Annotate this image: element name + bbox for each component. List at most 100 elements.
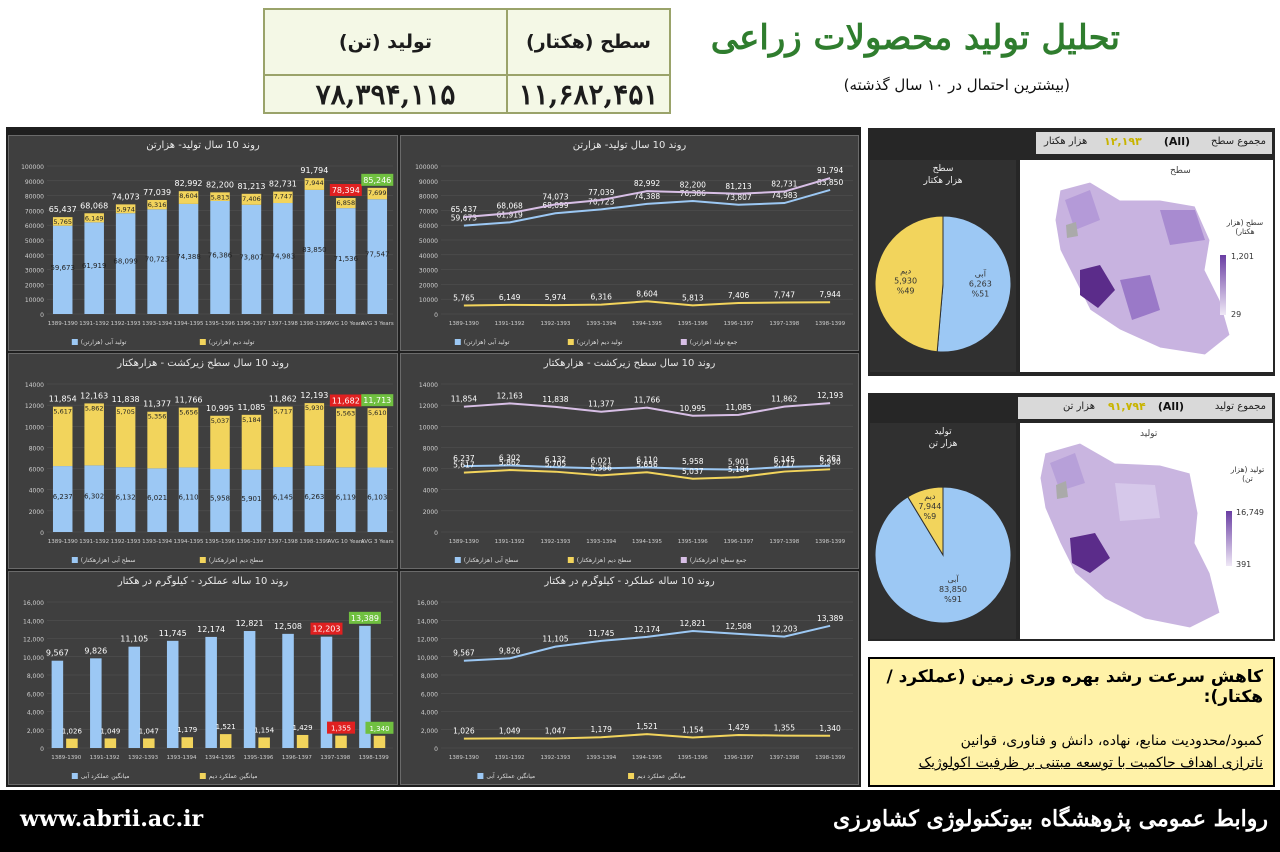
- data-label: 11,745: [159, 629, 187, 638]
- total-label: 82,731: [269, 180, 297, 189]
- data-label: 12,193: [817, 391, 843, 400]
- y-tick-label: 14,000: [23, 618, 44, 625]
- x-tick-label: 1398-1399: [815, 539, 845, 545]
- yield-bar-panel: روند 10 ساله عملکرد - کیلوگرم در هکتار 0…: [8, 571, 398, 785]
- pie-slice: [907, 486, 944, 557]
- y-tick-label: 40000: [25, 253, 44, 260]
- total-label: 82,992: [175, 179, 203, 188]
- y-tick-label: 100000: [21, 164, 44, 171]
- data-label: 1,340: [369, 725, 389, 733]
- chart-title: روند 10 سال سطح زیرکشت - هزارهکتار: [543, 358, 716, 369]
- bar-rainfed: [241, 414, 262, 470]
- data-label: 5,974: [545, 293, 567, 302]
- x-tick-label: 1389-1390: [449, 755, 479, 761]
- legend-swatch: [567, 557, 574, 563]
- y-tick-label: 4,000: [421, 710, 438, 717]
- y-tick-label: 6,000: [27, 691, 44, 698]
- series-line: [463, 300, 831, 307]
- data-label: 68,068: [497, 201, 523, 210]
- data-label: 5,958: [210, 495, 230, 503]
- legend-entry: میانگین عملکرد آبی: [81, 771, 130, 780]
- pie-title: سطح: [932, 164, 954, 174]
- bar-irrigated: [115, 467, 136, 532]
- map-region: [1050, 453, 1085, 491]
- y-tick-label: 10,000: [23, 655, 44, 662]
- series-line: [463, 468, 831, 480]
- y-tick-label: 90000: [25, 179, 44, 186]
- data-label: 5,184: [728, 465, 750, 474]
- y-tick-label: 2,000: [27, 728, 44, 735]
- x-tick-label: 1392-1393: [540, 755, 570, 761]
- bar-rainfed: [335, 735, 347, 748]
- data-label: 6,119: [336, 494, 356, 502]
- slice-value: 83,850: [939, 585, 967, 594]
- legend-entry: میانگین عملکرد دیم: [637, 772, 686, 780]
- bar-irrigated: [304, 465, 325, 532]
- callout-line-2: ناترازی اهداف حاکمیت با توسعه مبتنی بر ظ…: [918, 755, 1263, 771]
- data-label: 5,765: [53, 218, 72, 226]
- data-label: 1,049: [499, 726, 521, 735]
- data-label: 6,132: [116, 494, 136, 502]
- data-label: 7,944: [305, 179, 324, 187]
- data-label: 83,850: [302, 246, 327, 254]
- x-tick-label: 1389-1390: [449, 321, 479, 327]
- x-tick-label: 1394-1395: [632, 321, 662, 327]
- bar-irrigated: [147, 468, 167, 532]
- dashboard: روند 10 سال تولید- هزارتن 0 10000 20000 300…: [6, 127, 861, 787]
- bar-rainfed: [66, 738, 78, 748]
- legend-swatch: [477, 773, 484, 779]
- slice-pct: %9: [924, 512, 937, 521]
- bar-rainfed: [241, 193, 262, 205]
- data-label: 74,983: [271, 253, 296, 261]
- legend-title: تولید (هزار تن): [1230, 465, 1265, 483]
- legend-max: 16,749: [1236, 508, 1264, 517]
- filter-all[interactable]: (All): [1157, 400, 1184, 413]
- data-label: 5,862: [85, 404, 104, 412]
- y-tick-label: 30000: [25, 268, 44, 275]
- data-label: 6,263: [304, 493, 324, 501]
- y-tick-label: 40000: [419, 253, 438, 260]
- data-label: 73,807: [725, 193, 751, 202]
- data-label: 6,110: [636, 455, 658, 464]
- legend-entry: جمع تولید (هزارتن): [690, 339, 738, 346]
- area-map-dashboard: مجموع سطح (All) ۱۲,۱۹۳ هزار هکتار سطح هز…: [868, 128, 1275, 376]
- x-tick-label: 1394-1395: [174, 539, 204, 545]
- legend-entry: سطح آبی (هزارهکتار): [464, 555, 519, 564]
- legend-entry: میانگین عملکرد دیم: [209, 772, 258, 780]
- x-tick-label: 1393-1394: [142, 539, 172, 545]
- data-label: 1,340: [819, 724, 841, 733]
- data-label: 81,213: [725, 182, 751, 191]
- data-label: 6,149: [85, 214, 104, 222]
- x-tick-label: 1394-1395: [632, 755, 662, 761]
- data-label: 5,184: [242, 416, 261, 424]
- bar-rainfed: [296, 734, 309, 748]
- x-tick-label: 1397-1398: [268, 321, 298, 327]
- data-label: 1,179: [177, 726, 197, 734]
- data-label: 5,705: [545, 460, 567, 469]
- legend-swatch: [567, 339, 574, 345]
- data-label: 76,386: [208, 251, 233, 259]
- bar-rainfed: [178, 191, 199, 204]
- footer-url[interactable]: www.abrii.ac.ir: [20, 806, 204, 832]
- x-tick-label: 1391-1392: [495, 755, 525, 761]
- y-tick-label: 12,000: [417, 637, 438, 644]
- filter-total-value: ۱۲,۱۹۳: [1104, 135, 1142, 148]
- area-pie-box: سطح هزار هکتار آبی 6,263 %51 دیم 5,930 %49: [870, 160, 1016, 372]
- bar-rainfed: [367, 187, 388, 200]
- bar-irrigated: [115, 213, 136, 314]
- x-tick-label: 1397-1398: [769, 321, 799, 327]
- data-label: 5,617: [53, 408, 72, 416]
- chart-title: روند 10 سال تولید- هزارتن: [572, 140, 687, 151]
- y-tick-label: 60000: [25, 223, 44, 230]
- value-badge: [348, 611, 381, 624]
- data-label: 70,723: [145, 256, 170, 264]
- legend-max: 1,201: [1231, 252, 1254, 261]
- filter-all[interactable]: (All): [1163, 135, 1190, 148]
- series-line: [463, 624, 831, 662]
- data-label: 5,813: [682, 293, 704, 302]
- bar-irrigated: [166, 640, 179, 748]
- bar-irrigated: [241, 204, 262, 314]
- total-badge: [361, 394, 394, 407]
- data-label: 12,174: [197, 625, 225, 634]
